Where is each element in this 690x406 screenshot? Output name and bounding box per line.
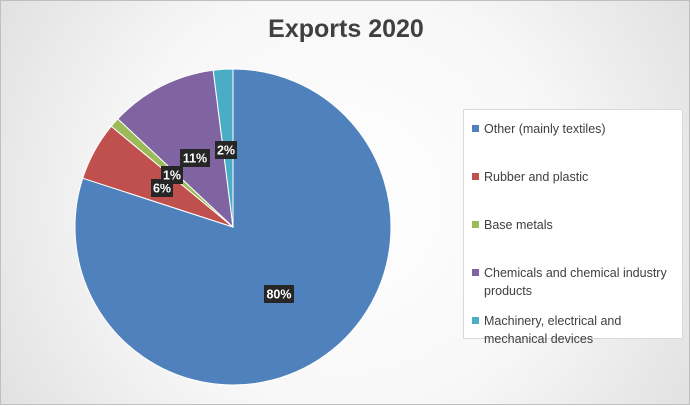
legend-label: Base metals bbox=[484, 218, 553, 232]
legend: Other (mainly textiles) Rubber and plasti… bbox=[463, 109, 683, 346]
legend-item-5: Machinery, electrical and mechanical dev… bbox=[472, 312, 676, 360]
legend-label: Rubber and plastic bbox=[484, 170, 589, 184]
legend-item-2: Rubber and plastic bbox=[472, 168, 676, 216]
legend-label: Other (mainly textiles) bbox=[484, 122, 606, 136]
legend-label: Machinery, electrical and mechanical dev… bbox=[484, 314, 622, 346]
legend-label: Chemicals and chemical industry products bbox=[484, 266, 667, 298]
data-label-box bbox=[161, 166, 183, 184]
legend-item-1: Other (mainly textiles) bbox=[472, 120, 676, 168]
legend-swatch bbox=[472, 125, 479, 132]
pie-slice-1 bbox=[74, 68, 392, 386]
pie-slice-4 bbox=[117, 69, 234, 229]
legend-swatch bbox=[472, 173, 479, 180]
data-label-5: 2% bbox=[215, 141, 237, 159]
legend-swatch bbox=[472, 317, 479, 324]
data-label-box bbox=[180, 149, 210, 167]
chart-title: Exports 2020 bbox=[268, 15, 424, 43]
data-label-box bbox=[215, 141, 237, 159]
legend-item-3: Base metals bbox=[472, 216, 676, 264]
legend-swatch bbox=[472, 269, 479, 276]
legend-item-4: Chemicals and chemical industry products bbox=[472, 264, 676, 312]
data-label-text: 2% bbox=[217, 144, 235, 158]
data-label-box bbox=[264, 285, 294, 303]
data-label-text: 6% bbox=[153, 182, 171, 196]
data-label-text: 1% bbox=[163, 169, 181, 183]
data-label-text: 11% bbox=[183, 152, 207, 166]
data-label-text: 80% bbox=[266, 288, 291, 302]
data-label-3: 1% bbox=[161, 166, 183, 184]
data-label-4: 11% bbox=[180, 149, 210, 167]
legend-swatch bbox=[472, 221, 479, 228]
data-label-1: 80% bbox=[264, 285, 294, 303]
